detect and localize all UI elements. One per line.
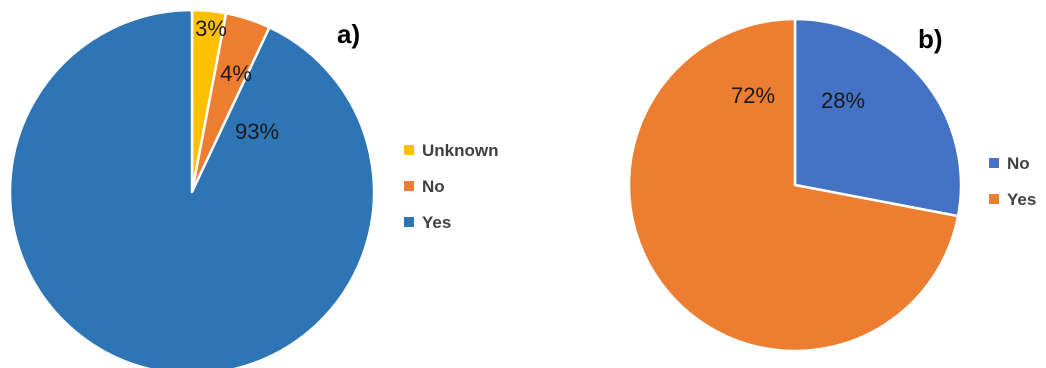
chart-a-data-label-no: 4% [220,61,252,86]
chart-a-legend-swatch-unknown [404,145,414,155]
chart-b-legend-label-yes: Yes [1007,190,1036,209]
chart-b-legend-swatch-yes [989,194,999,204]
chart-a-panel-label: a) [337,19,360,49]
chart-b-legend-swatch-no [989,158,999,168]
chart-a-legend-swatch-yes [404,217,414,227]
chart-b-legend: No Yes [989,154,1036,209]
chart-b-legend-label-no: No [1007,154,1030,173]
chart-a-legend-label-yes: Yes [422,213,451,232]
chart-a-data-labels: 3% 4% 93% [195,16,279,144]
chart-b-slice-no [793,17,963,218]
chart-b-slices [627,17,963,353]
chart-a: a) 3% 4% 93% Unknown No Yes [8,8,499,368]
chart-a-legend-label-unknown: Unknown [422,141,499,160]
chart-b-data-label-yes: 72% [731,83,775,108]
chart-a-legend-swatch-no [404,181,414,191]
chart-b-data-label-no: 28% [821,88,865,113]
chart-b-data-labels: 28% 72% [731,83,865,113]
chart-b-slice-yes [627,17,960,353]
chart-a-data-label-yes: 93% [235,119,279,144]
chart-b: b) 28% 72% No Yes [627,17,1036,353]
chart-a-slices [8,8,376,368]
chart-a-slice-yes [8,8,376,368]
chart-a-legend: Unknown No Yes [404,141,499,232]
chart-a-data-label-unknown: 3% [195,16,227,41]
chart-b-panel-label: b) [918,24,943,54]
chart-a-legend-label-no: No [422,177,445,196]
